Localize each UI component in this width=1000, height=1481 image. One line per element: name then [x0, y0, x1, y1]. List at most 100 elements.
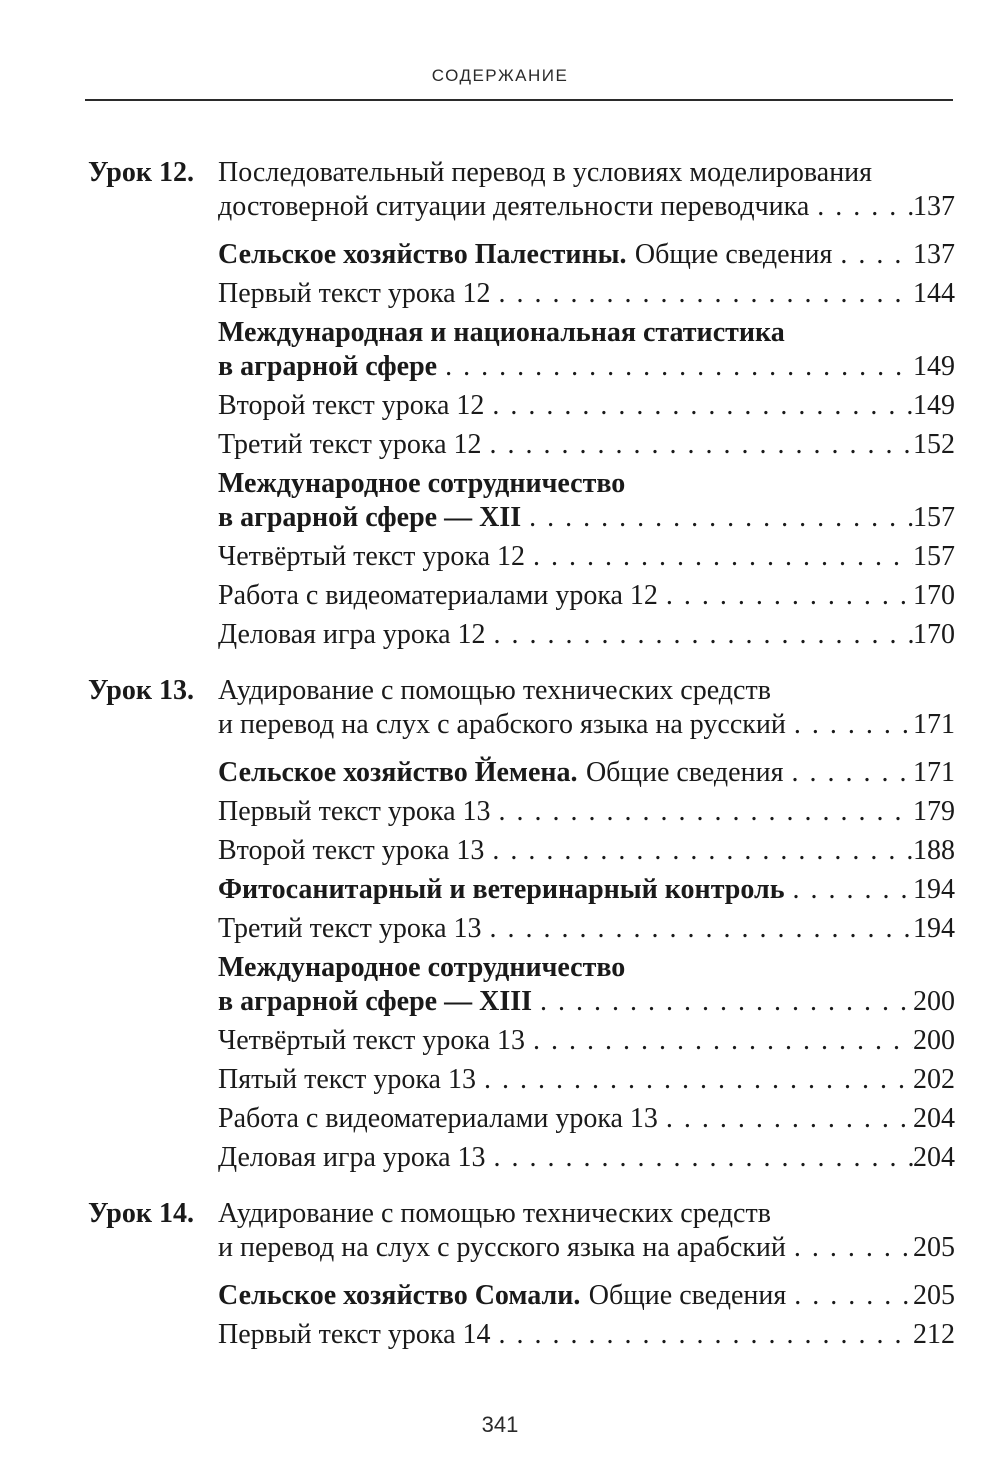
lesson-entries: Аудирование с помощью технических средст… [218, 674, 955, 1175]
entry-text: Работа с видеоматериалами урока 12 [218, 580, 658, 611]
page-number: 205 [913, 1280, 955, 1311]
page-number: 137 [913, 191, 955, 222]
entry-text: Общие сведения [588, 1280, 787, 1311]
page-number: 149 [913, 390, 955, 421]
entry-text: Последовательный перевод в условиях моде… [218, 157, 873, 188]
entry-text-bold: в аграрной сфере — XIII [218, 986, 533, 1017]
page-number: 204 [913, 1103, 955, 1134]
dot-leader [666, 579, 913, 613]
dot-leader [445, 350, 913, 384]
page-number: 171 [913, 709, 955, 740]
page-number: 137 [913, 239, 955, 270]
toc-entry: и перевод на слух с арабского языка на р… [218, 708, 955, 742]
dot-leader [540, 985, 913, 1019]
toc-entry-line: Последовательный перевод в условиях моде… [218, 156, 955, 190]
page-number: 194 [913, 913, 955, 944]
page-number: 171 [913, 757, 955, 788]
dot-leader [492, 389, 913, 423]
toc-entry: в аграрной сфере — XIII 200 [218, 985, 955, 1019]
dot-leader [499, 795, 913, 829]
dot-leader [490, 912, 913, 946]
lesson-entries: Последовательный перевод в условиях моде… [218, 156, 955, 652]
lesson-entries: Аудирование с помощью технических средст… [218, 1197, 955, 1352]
toc-entry: Сельское хозяйство Палестины. Общие свед… [218, 238, 955, 272]
entry-text: и перевод на слух с русского языка на ар… [218, 1232, 786, 1263]
dot-leader [494, 1141, 913, 1175]
page-number: 144 [913, 278, 955, 309]
toc-entry: Фитосанитарный и ветеринарный контроль 1… [218, 873, 955, 907]
entry-text: достоверной ситуации деятельности перево… [218, 191, 810, 222]
page-number: 200 [913, 1025, 955, 1056]
toc-entry: Работа с видеоматериалами урока 13 204 [218, 1102, 955, 1136]
entry-text: и перевод на слух с арабского языка на р… [218, 709, 786, 740]
toc-entry: Второй текст урока 12 149 [218, 389, 955, 423]
entry-text: Третий текст урока 13 [218, 913, 482, 944]
page-number: 179 [913, 796, 955, 827]
entry-text-bold: Международное сотрудничество [218, 952, 626, 983]
page-number: 157 [913, 541, 955, 572]
toc-entry-line: Международная и национальная статистика [218, 316, 955, 350]
dot-leader [492, 834, 913, 868]
entry-text: Второй текст урока 13 [218, 835, 485, 866]
entry-text: Третий текст урока 12 [218, 429, 482, 460]
toc-entry: Первый текст урока 12 144 [218, 277, 955, 311]
dot-leader [794, 1279, 913, 1313]
entry-text: Аудирование с помощью технических средст… [218, 1198, 771, 1229]
header-divider [85, 99, 953, 101]
entry-text: Общие сведения [585, 757, 784, 788]
toc-entry: Первый текст урока 13 179 [218, 795, 955, 829]
dot-leader [494, 618, 913, 652]
dot-leader [794, 1231, 913, 1265]
page-number: 212 [913, 1319, 955, 1350]
entry-text: Первый текст урока 12 [218, 278, 491, 309]
entry-text: Деловая игра урока 13 [218, 1142, 486, 1173]
page-number: 204 [913, 1142, 955, 1173]
entry-text: Пятый текст урока 13 [218, 1064, 476, 1095]
toc-entry: в аграрной сфере — XII 157 [218, 501, 955, 535]
lesson-label: Урок 14. [88, 1198, 194, 1229]
page-number: 188 [913, 835, 955, 866]
dot-leader [533, 540, 913, 574]
table-of-contents: Урок 12. Последовательный перевод в усло… [88, 156, 955, 1352]
page-number: 149 [913, 351, 955, 382]
dot-leader [499, 277, 913, 311]
entry-text: Первый текст урока 13 [218, 796, 491, 827]
toc-entry: Второй текст урока 13 188 [218, 834, 955, 868]
page-number: 200 [913, 986, 955, 1017]
entry-text-bold: Сельское хозяйство Йемена. [218, 757, 578, 788]
toc-entry: Четвёртый текст урока 12 157 [218, 540, 955, 574]
page-number: 194 [913, 874, 955, 905]
toc-entry: и перевод на слух с русского языка на ар… [218, 1231, 955, 1265]
toc-entry: Работа с видеоматериалами урока 12 170 [218, 579, 955, 613]
toc-entry: Сельское хозяйство Сомали. Общие сведени… [218, 1279, 955, 1313]
dot-leader [817, 190, 913, 224]
entry-text: Второй текст урока 12 [218, 390, 485, 421]
dot-leader [533, 1024, 913, 1058]
entry-text-bold: Международное сотрудничество [218, 468, 626, 499]
entry-text-bold: Международная и национальная статистика [218, 317, 785, 348]
dot-leader [666, 1102, 913, 1136]
toc-entry: Третий текст урока 12 152 [218, 428, 955, 462]
page-title: СОДЕРЖАНИЕ [431, 66, 569, 85]
toc-entry: Четвёртый текст урока 13 200 [218, 1024, 955, 1058]
entry-text: Деловая игра урока 12 [218, 619, 486, 650]
entry-text: Аудирование с помощью технических средст… [218, 675, 771, 706]
toc-entry-line: Аудирование с помощью технических средст… [218, 674, 955, 708]
entry-text-bold: Сельское хозяйство Сомали. [218, 1280, 581, 1311]
dot-leader [499, 1318, 913, 1352]
entry-text-bold: Фитосанитарный и ветеринарный контроль [218, 874, 785, 905]
page-number: 157 [913, 502, 955, 533]
page-number: 202 [913, 1064, 955, 1095]
dot-leader [484, 1063, 913, 1097]
entry-text: Четвёртый текст урока 12 [218, 541, 526, 572]
entry-text-bold: в аграрной сфере [218, 351, 438, 382]
toc-group-lesson-12: Урок 12. Последовательный перевод в усло… [88, 156, 955, 652]
entry-text-bold: Сельское хозяйство Палестины. [218, 239, 627, 270]
page-number: 205 [913, 1232, 955, 1263]
toc-entry: Третий текст урока 13 194 [218, 912, 955, 946]
toc-entry: достоверной ситуации деятельности перево… [218, 190, 955, 224]
dot-leader [793, 873, 913, 907]
toc-group-lesson-13: Урок 13. Аудирование с помощью техническ… [88, 674, 955, 1175]
toc-entry: Сельское хозяйство Йемена. Общие сведени… [218, 756, 955, 790]
